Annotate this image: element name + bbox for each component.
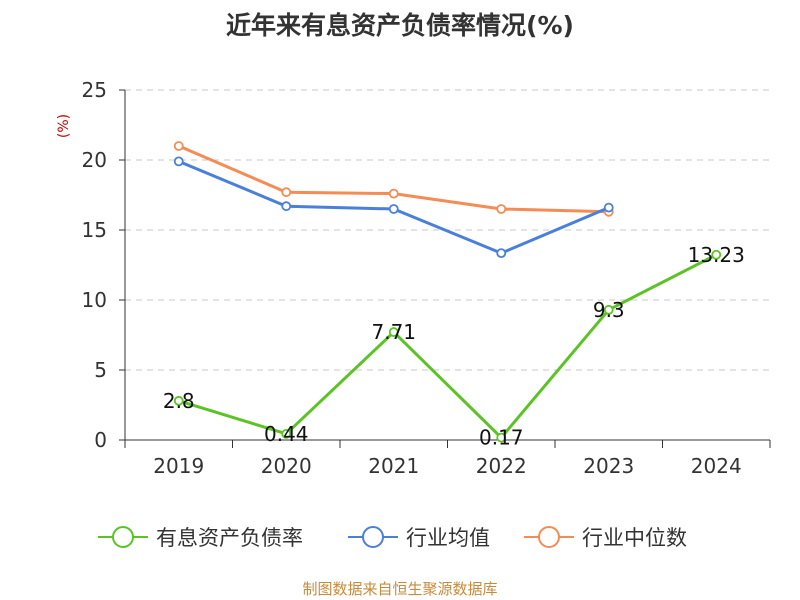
series-lines <box>173 141 722 443</box>
data-label-2019: 2.8 <box>163 389 195 413</box>
data-labels: 2.8 0.44 7.71 0.17 9.3 13.23 <box>163 243 745 450</box>
series-line-2 <box>178 144 609 214</box>
data-source-note: 制图数据来自恒生聚源数据库 <box>302 580 498 598</box>
data-label-2022: 0.17 <box>479 426 524 450</box>
x-tick-label-2023: 2023 <box>583 454 634 478</box>
y-tick-label-5: 5 <box>94 358 107 382</box>
x-tick-label-2019: 2019 <box>153 454 204 478</box>
series-1-point-1 <box>281 201 292 212</box>
x-tick-label-2022: 2022 <box>476 454 527 478</box>
series-0-point-0 <box>173 395 184 406</box>
y-tick-label-10: 10 <box>82 288 107 312</box>
legend-label-0: 有息资产负债率 <box>156 526 303 550</box>
series-1-point-3 <box>496 248 507 259</box>
legend-label-2: 行业中位数 <box>582 526 687 550</box>
series-2-point-3 <box>496 204 507 214</box>
legend-label-1: 行业均值 <box>406 526 490 550</box>
y-tick-label-0: 0 <box>94 428 107 452</box>
x-tick-label-2020: 2020 <box>261 454 312 478</box>
series-0-point-2 <box>388 327 399 337</box>
y-tick-label-20: 20 <box>82 148 107 172</box>
series-1-point-4 <box>603 202 614 213</box>
series-1-point-2 <box>388 204 399 214</box>
data-label-2020: 0.44 <box>264 422 309 446</box>
legend: 有息资产负债率 行业均值 行业中位数 <box>98 526 687 550</box>
series-2-point-0 <box>173 141 184 151</box>
series-2-point-2 <box>388 188 399 199</box>
data-label-2023: 9.3 <box>593 298 625 322</box>
series-line-0 <box>178 253 717 440</box>
series-1-point-0 <box>173 156 184 167</box>
y-axis-label: (%) <box>56 114 72 138</box>
chart-title: 近年来有息资产负债率情况(%) <box>226 11 574 40</box>
data-label-2024: 13.23 <box>688 243 745 267</box>
data-label-2021: 7.71 <box>371 320 416 344</box>
x-tick-label-2021: 2021 <box>368 454 419 478</box>
series-2-point-1 <box>281 187 292 198</box>
y-tick-label-15: 15 <box>82 218 107 242</box>
x-tick-label-2024: 2024 <box>691 454 742 478</box>
axes: 0 5 10 15 20 25 2019 2020 2021 2022 2023 2024 (%) <box>56 78 771 478</box>
legend-marker-0 <box>112 526 134 548</box>
legend-marker-2 <box>538 526 560 548</box>
y-tick-label-25: 25 <box>82 78 107 102</box>
legend-marker-1 <box>362 526 384 548</box>
series-0-point-5 <box>711 249 722 260</box>
series-0-point-4 <box>603 304 614 315</box>
series-0-point-3 <box>496 432 507 443</box>
series-0-point-1 <box>281 428 292 439</box>
